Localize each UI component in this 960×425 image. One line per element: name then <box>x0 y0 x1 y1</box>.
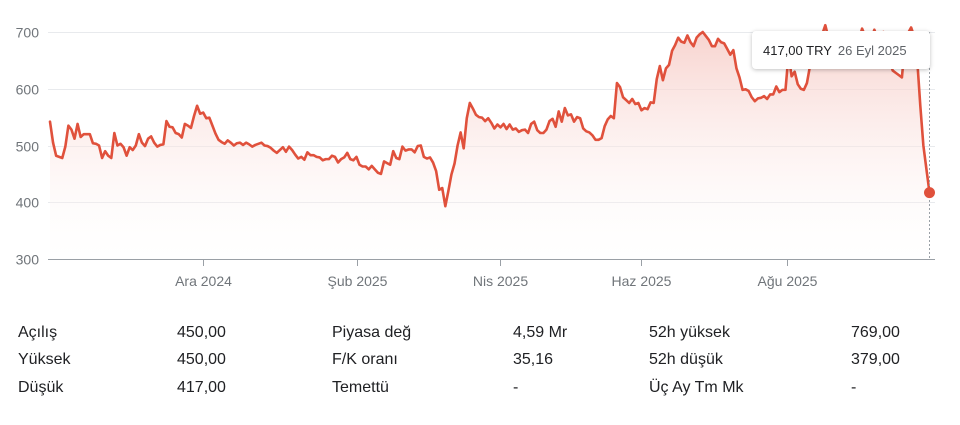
x-tick-label: Nis 2025 <box>473 273 528 289</box>
stat-value-high: 450,00 <box>177 351 226 368</box>
x-tick-label: Haz 2025 <box>612 273 672 289</box>
stats-row: Yüksek 450,00 F/K oranı 35,16 52h düşük … <box>0 346 960 374</box>
last-price-marker <box>924 187 935 199</box>
y-tick-label: 600 <box>16 82 40 98</box>
x-tick-label: Ara 2024 <box>175 273 232 289</box>
price-chart-svg[interactable]: 700 600 500 400 300 Ara 2024 Şub 2025 Nis 2025… <box>0 0 960 300</box>
tooltip-date: 26 Eyl 2025 <box>837 42 907 58</box>
y-tick-label: 700 <box>16 25 40 41</box>
y-tick-label: 300 <box>16 252 40 268</box>
stat-label-market-cap: Piyasa değ <box>332 324 412 341</box>
price-area <box>50 25 930 259</box>
price-line <box>48 23 931 208</box>
stat-value-pe-ratio: 35,16 <box>513 351 554 368</box>
stat-label-low: Düşük <box>18 379 64 396</box>
y-tick-label: 500 <box>16 139 40 155</box>
stat-value-market-cap: 4,59 Mr <box>513 324 568 341</box>
stat-label-52w-high: 52h yüksek <box>649 324 730 341</box>
stats-row: Düşük 417,00 Temettü - Üç Ay Tm Mk - <box>0 374 960 402</box>
x-tick-label: Şub 2025 <box>328 273 388 289</box>
y-tick-label: 400 <box>16 195 40 211</box>
price-chart[interactable]: 700 600 500 400 300 Ara 2024 Şub 2025 Nis 2025… <box>0 0 960 300</box>
stat-label-quarterly-avg: Üç Ay Tm Mk <box>649 379 744 396</box>
stats-row: Açılış 450,00 Piyasa değ 4,59 Mr 52h yük… <box>0 319 960 347</box>
x-tick-label: Ağu 2025 <box>758 273 818 289</box>
stat-value-52w-low: 379,00 <box>851 351 900 368</box>
stat-label-high: Yüksek <box>18 351 71 368</box>
price-tooltip: 417,00 TRY 26 Eyl 2025 <box>752 31 930 69</box>
stat-value-quarterly-avg: - <box>851 379 857 396</box>
stats-table: Açılış 450,00 Piyasa değ 4,59 Mr 52h yük… <box>0 313 960 413</box>
tooltip-price: 417,00 TRY <box>763 42 832 58</box>
stat-value-dividend: - <box>513 379 519 396</box>
stat-value-52w-high: 769,00 <box>851 324 900 341</box>
stat-value-low: 417,00 <box>177 379 226 396</box>
stat-label-open: Açılış <box>18 324 58 341</box>
stat-label-pe-ratio: F/K oranı <box>332 351 398 368</box>
stat-label-dividend: Temettü <box>332 379 389 396</box>
stat-value-open: 450,00 <box>177 324 226 341</box>
stat-label-52w-low: 52h düşük <box>649 351 723 368</box>
